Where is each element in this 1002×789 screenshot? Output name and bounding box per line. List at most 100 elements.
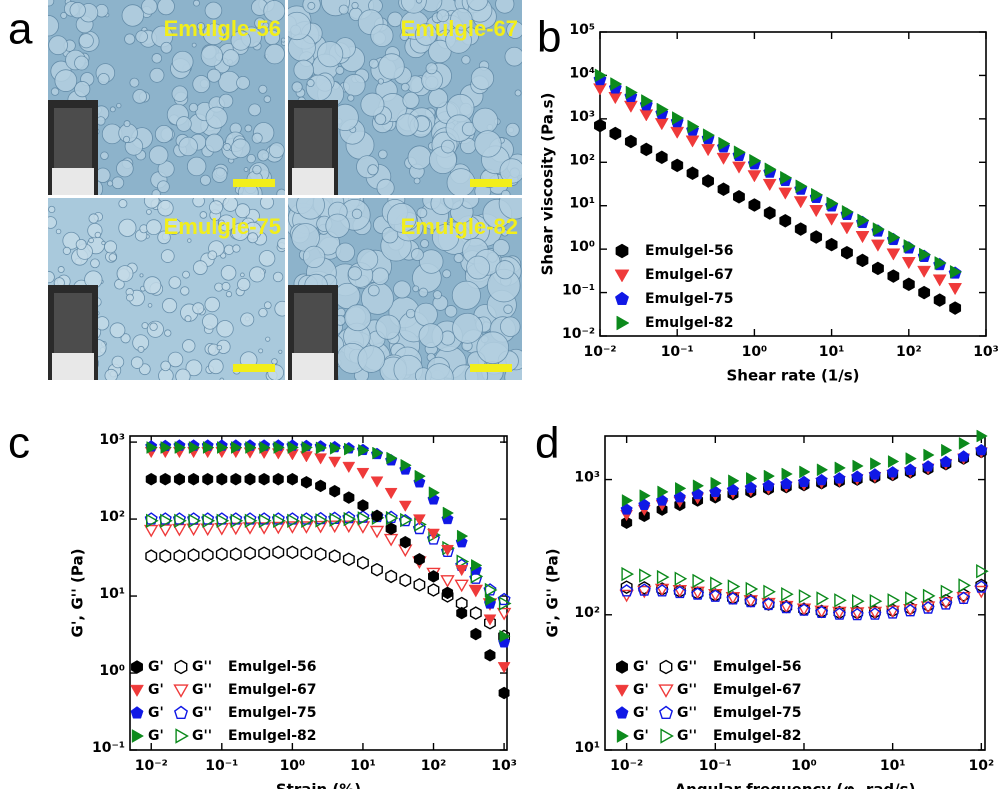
bubble <box>157 200 174 217</box>
storage-point <box>245 441 257 454</box>
legend-label: G' <box>148 682 164 698</box>
data-point <box>702 174 714 188</box>
legend-marker <box>616 660 628 674</box>
data-point <box>747 170 762 183</box>
bubble <box>204 296 220 313</box>
bubble <box>225 291 233 298</box>
bubble <box>381 226 399 244</box>
y-axis-title: G', G'' (Pa) <box>69 549 87 638</box>
bubble <box>247 232 259 244</box>
y-tick-label: 10⁻¹ <box>92 740 125 756</box>
bubble <box>111 355 125 369</box>
legend-label: Emulgel-75 <box>713 705 802 721</box>
bubble <box>151 53 163 64</box>
vial-gel <box>292 168 334 195</box>
bubble <box>167 351 184 368</box>
legend-marker <box>658 705 674 719</box>
storage-point <box>286 472 298 486</box>
bubble <box>500 189 511 195</box>
bubble <box>466 0 489 11</box>
storage-point <box>441 544 454 557</box>
bubble <box>444 305 458 318</box>
data-point <box>888 230 901 245</box>
legend-label: G' <box>148 728 164 744</box>
scale-bar <box>233 179 275 187</box>
x-tick-label: 10⁰ <box>280 758 306 774</box>
bubble <box>141 0 158 15</box>
bubble <box>452 312 483 344</box>
bubble <box>48 15 59 37</box>
y-tick-label: 10² <box>574 605 600 621</box>
storage-point <box>315 479 327 493</box>
loss-point <box>244 546 256 561</box>
bubble <box>165 218 183 235</box>
scale-bar <box>470 364 512 372</box>
bubble <box>347 266 362 281</box>
x-tick-label: 10⁰ <box>791 758 817 774</box>
data-point <box>685 135 700 148</box>
legend-label: Emulgel-82 <box>228 728 317 744</box>
legend-marker <box>175 728 189 744</box>
storage-point <box>470 627 482 641</box>
data-point <box>886 248 901 261</box>
bubble <box>436 9 450 23</box>
bubble <box>176 116 192 132</box>
bubble <box>185 359 203 377</box>
loss-point <box>708 589 722 602</box>
bubble <box>192 302 205 315</box>
image-label: Emulgle-56 <box>164 16 281 41</box>
bubble <box>104 368 118 380</box>
bubble <box>219 377 225 380</box>
bubble <box>222 198 239 212</box>
data-point <box>655 150 668 165</box>
bubble <box>443 198 464 210</box>
loss-point <box>160 513 173 529</box>
bubble <box>258 307 268 318</box>
bubble <box>60 11 68 19</box>
data-point <box>932 274 947 287</box>
y-tick-label: 10³ <box>99 432 125 448</box>
bubble <box>407 145 432 170</box>
storage-point <box>342 461 356 474</box>
bubble <box>335 66 345 75</box>
data-point <box>641 94 654 108</box>
y-tick-label: 10² <box>569 152 595 168</box>
bubble <box>168 276 182 289</box>
loss-point <box>244 513 258 529</box>
data-point <box>763 206 776 220</box>
bubble <box>193 0 200 7</box>
bubble <box>495 0 515 14</box>
plot-frame <box>604 435 986 751</box>
bubble <box>139 273 144 278</box>
loss-point <box>454 579 469 593</box>
bubble <box>123 120 131 128</box>
x-tick-label: 10⁻² <box>135 758 168 774</box>
loss-point <box>638 581 651 595</box>
scale-bar <box>233 364 275 372</box>
bubble <box>374 113 387 126</box>
legend-label: Emulgel-56 <box>713 659 802 675</box>
loss-point <box>886 606 900 619</box>
data-point <box>624 134 637 149</box>
storage-point <box>675 481 687 495</box>
bubble <box>69 2 86 19</box>
legend-label: G'' <box>192 705 212 721</box>
legend-label: G' <box>633 705 649 721</box>
bubble <box>344 304 372 332</box>
bubble <box>111 176 125 190</box>
bubble <box>57 266 65 273</box>
data-point <box>654 118 669 131</box>
data-point <box>594 118 606 133</box>
loss-point <box>287 513 300 529</box>
storage-point <box>851 470 864 482</box>
bubble <box>432 290 442 300</box>
bubble <box>199 211 208 219</box>
bubble <box>162 298 178 314</box>
loss-point <box>215 547 228 562</box>
loss-point <box>850 607 864 621</box>
vial-glass <box>54 293 92 353</box>
loss-point <box>299 521 314 534</box>
x-tick-label: 10⁻¹ <box>699 758 732 774</box>
bubble <box>192 198 205 208</box>
bubble <box>218 93 234 109</box>
